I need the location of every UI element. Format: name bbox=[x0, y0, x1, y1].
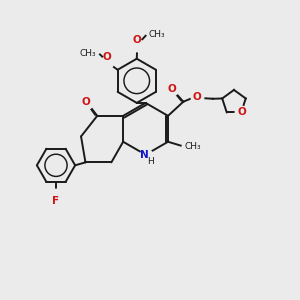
Text: O: O bbox=[133, 34, 142, 45]
Text: CH₃: CH₃ bbox=[184, 142, 201, 151]
Text: H: H bbox=[147, 157, 154, 166]
Text: O: O bbox=[82, 97, 90, 107]
Text: O: O bbox=[103, 52, 112, 61]
Text: O: O bbox=[238, 107, 246, 117]
Text: O: O bbox=[168, 84, 176, 94]
Text: F: F bbox=[52, 196, 60, 206]
Text: O: O bbox=[192, 92, 201, 102]
Text: N: N bbox=[140, 150, 148, 160]
Text: CH₃: CH₃ bbox=[148, 30, 165, 39]
Text: CH₃: CH₃ bbox=[80, 49, 96, 58]
